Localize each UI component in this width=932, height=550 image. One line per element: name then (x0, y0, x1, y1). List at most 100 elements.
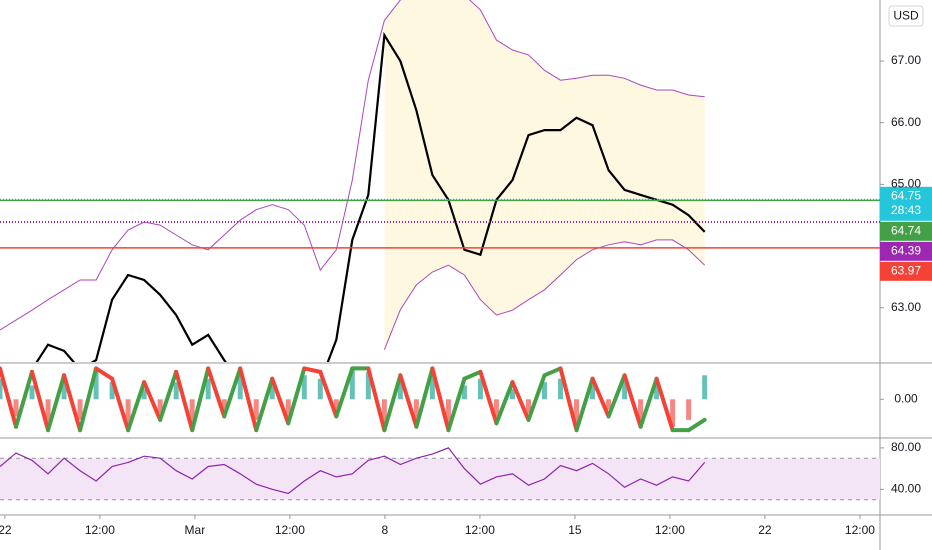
x-tick-label: 15 (568, 523, 582, 537)
histogram-bar (638, 399, 644, 420)
oscillator-segment (494, 380, 515, 426)
oscillator-segment (30, 369, 51, 433)
oscillator-segment (318, 369, 339, 419)
price-label: 64.74 (891, 223, 921, 237)
pane (0, 366, 708, 433)
histogram-bar (253, 399, 259, 420)
histogram-bar (77, 399, 83, 420)
histogram-bar (654, 385, 660, 400)
oscillator-segment (158, 369, 179, 422)
histogram-bar (189, 399, 195, 431)
histogram-bar (590, 385, 596, 400)
x-tick-label: 12:00 (85, 523, 115, 537)
oscillator-segment (190, 366, 211, 433)
x-tick-label: 12:00 (655, 523, 685, 537)
oscillator-segment (222, 366, 243, 419)
histogram-bar (606, 399, 612, 410)
countdown: 28:43 (891, 203, 921, 217)
oscillator-segment (366, 366, 387, 433)
histogram-bar (622, 382, 628, 400)
oscillator-segment (62, 373, 83, 433)
oscillator-segment (142, 380, 163, 422)
y-tick-label: 40.00 (891, 482, 921, 496)
series-line (383, 239, 706, 350)
y-tick-label: 0.00 (894, 391, 918, 405)
histogram-bar (381, 399, 387, 431)
price-label-box (880, 186, 932, 221)
x-tick-label: 12:00 (845, 523, 875, 537)
series-line (35, 31, 706, 362)
histogram-bar (205, 378, 211, 400)
oscillator-segment (430, 366, 451, 433)
histogram-bar (413, 399, 419, 420)
oscillator-segment (654, 376, 675, 433)
oscillator-segment (622, 373, 643, 429)
histogram-bar (269, 385, 275, 400)
series-line (0, 447, 706, 495)
price-label-box (880, 261, 932, 281)
oscillator-segment (206, 366, 227, 419)
price-label: 64.39 (891, 243, 921, 257)
price-label-box (880, 241, 932, 261)
oscillator-segment (94, 366, 115, 381)
price-label: 64.75 (891, 188, 921, 202)
histogram-bar (221, 399, 227, 410)
oscillator-segment (382, 373, 403, 433)
oscillator-segment (0, 366, 19, 429)
histogram-bar (29, 385, 35, 400)
oscillator-segment (46, 373, 67, 433)
histogram-bar (477, 378, 483, 400)
y-tick-label: 65.00 (891, 177, 921, 191)
histogram-bar (157, 399, 163, 413)
oscillator-segment (398, 373, 419, 429)
oscillator-segment (270, 376, 291, 426)
oscillator-segment (574, 376, 595, 433)
oscillator-segment (478, 369, 499, 426)
histogram-bar (237, 371, 243, 400)
y-tick-label: 80.00 (891, 440, 921, 454)
histogram-bar (317, 378, 323, 400)
histogram-bar (45, 399, 51, 427)
histogram-bar (0, 378, 3, 400)
oscillator-segment (638, 376, 659, 429)
histogram-bar (461, 385, 467, 400)
histogram-bar (141, 389, 147, 400)
y-tick-label: 67.00 (891, 53, 921, 67)
oscillator-segment (414, 366, 435, 429)
x-tick-label: Mar (185, 523, 206, 537)
pane (0, 447, 880, 501)
oscillator-segment (686, 417, 707, 433)
oscillator-segment (14, 369, 35, 429)
price-label: 63.97 (891, 263, 921, 277)
histogram-bar (493, 399, 499, 417)
histogram-bar (61, 375, 67, 400)
price-label-box (880, 221, 932, 241)
histogram-bar (349, 368, 355, 400)
oscillator-segment (558, 366, 579, 433)
histogram-bar (509, 389, 515, 400)
currency[interactable]: USD (893, 9, 919, 23)
oscillator-segment (510, 380, 531, 422)
band-fill (0, 458, 880, 500)
histogram-bar (525, 399, 531, 413)
oscillator-segment (286, 366, 307, 426)
oscillator-segment (542, 366, 563, 378)
histogram-bar (574, 399, 580, 424)
x-tick-label: 22 (758, 523, 772, 537)
histogram-bar (397, 382, 403, 400)
histogram-bar (333, 399, 339, 413)
histogram-bar (173, 382, 179, 400)
oscillator-segment (126, 380, 147, 433)
oscillator-segment (606, 373, 627, 419)
histogram-bar (702, 375, 708, 400)
histogram-bar (365, 371, 371, 400)
x-tick-label: 12:00 (465, 523, 495, 537)
x-tick-label: 12:00 (275, 523, 305, 537)
histogram-bar (93, 368, 99, 400)
histogram-bar (285, 399, 291, 417)
currency-box[interactable] (888, 5, 924, 27)
histogram-bar (109, 382, 115, 400)
x-tick-label: 8 (382, 523, 389, 537)
